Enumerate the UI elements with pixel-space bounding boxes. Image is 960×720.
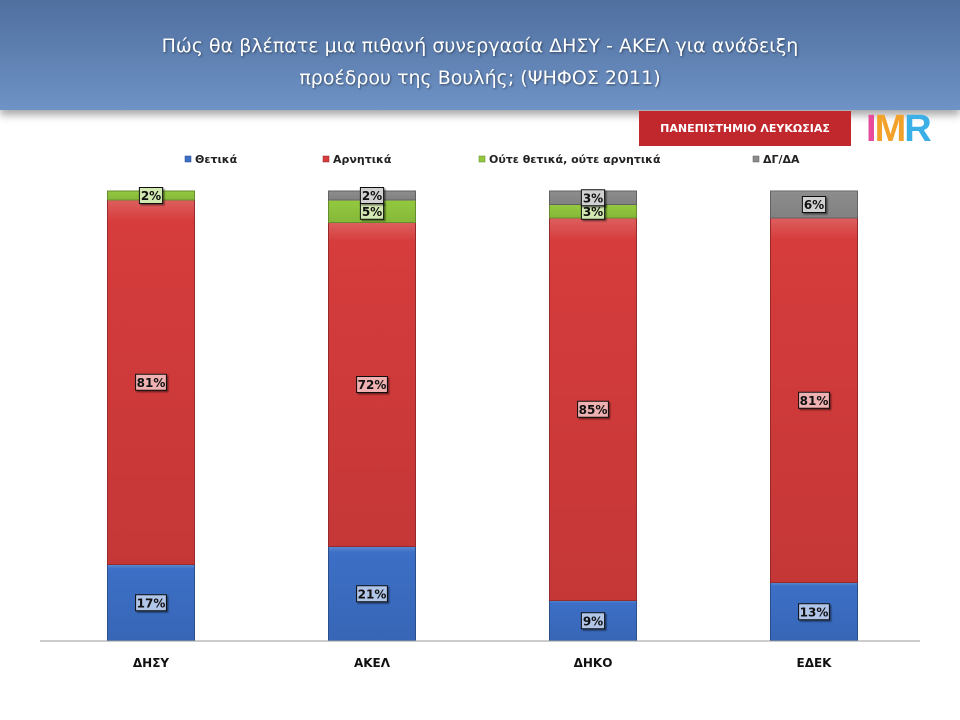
data-label-box [138, 187, 164, 204]
data-label: 81% [800, 394, 829, 408]
logo-letter: I [866, 108, 876, 150]
data-label-box [580, 612, 606, 630]
legend-label: Ούτε θετικά, ούτε αρνητικά [489, 153, 661, 166]
legend-swatch [752, 155, 760, 163]
x-tick-label: ΑΚΕΛ [354, 656, 391, 670]
data-label: 17% [137, 596, 166, 610]
title-banner: Πώς θα βλέπατε μια πιθανή συνεργασία ΔΗΣ… [0, 0, 960, 110]
chart-title: Πώς θα βλέπατε μια πιθανή συνεργασία ΔΗΣ… [60, 30, 900, 94]
data-label: 3% [583, 205, 603, 219]
data-label-box [135, 373, 167, 391]
title-line-2: προέδρου της Βουλής; (ΨΗΦΟΣ 2011) [299, 67, 661, 89]
data-label: 9% [583, 614, 603, 628]
data-label-box [798, 391, 830, 409]
title-line-1: Πώς θα βλέπατε μια πιθανή συνεργασία ΔΗΣ… [161, 35, 799, 57]
x-axis-ticks: ΔΗΣΥ ΑΚΕΛ ΔΗΚΟ ΕΔΕΚ [133, 656, 832, 670]
logo-letter: R [904, 108, 931, 150]
data-label: 5% [362, 205, 382, 219]
data-label-box [798, 603, 830, 621]
university-badge: ΠΑΝΕΠΙΣΤΗΜΙΟ ΛΕΥΚΩΣΙΑΣ [639, 111, 851, 146]
x-tick-label: ΔΗΚΟ [574, 656, 613, 670]
logo-letter: M [874, 108, 907, 150]
legend-label: ΔΓ/ΔΑ [763, 153, 800, 166]
data-label: 81% [137, 376, 166, 390]
data-label-box [356, 585, 388, 603]
legend-label: Θετικά [195, 153, 238, 166]
data-label: 21% [358, 587, 387, 601]
x-tick-label: ΔΗΣΥ [133, 656, 170, 670]
legend-label: Αρνητικά [333, 153, 392, 166]
data-label-box [356, 376, 388, 393]
legend-swatch [184, 155, 192, 163]
legend-swatch [478, 155, 486, 163]
data-label-box [580, 189, 606, 207]
data-label: 2% [141, 189, 161, 203]
x-tick-label: ΕΔΕΚ [797, 656, 833, 670]
chart-legend: Θετικά Αρνητικά Ούτε θετικά, ούτε αρνητικά… [184, 153, 800, 166]
data-label-box [577, 400, 609, 418]
data-label-box [359, 187, 385, 204]
data-label: 3% [583, 191, 603, 205]
chart-bars: 17% 81% 2% 21% 72% 5% 2% 9% 85% 3%3% 13% 81% 6% [107, 187, 858, 642]
data-label: 2% [362, 189, 382, 203]
data-label: 72% [358, 378, 387, 392]
data-label: 13% [800, 605, 829, 619]
legend-swatch [322, 155, 330, 163]
data-label: 85% [579, 403, 608, 417]
data-label: 6% [804, 198, 824, 212]
data-label-box [801, 196, 827, 213]
imr-logo: IMR [866, 108, 932, 150]
data-label-box [135, 594, 167, 612]
